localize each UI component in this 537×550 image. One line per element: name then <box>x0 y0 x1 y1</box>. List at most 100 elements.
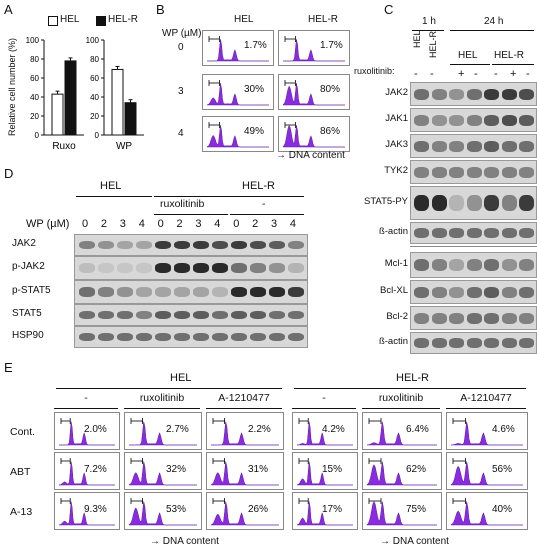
blot-band <box>414 228 429 238</box>
apoptosis-percent: 7.2% <box>84 464 107 475</box>
apoptosis-percent: 86% <box>320 126 341 137</box>
blot-band <box>136 263 152 273</box>
hdr-hel-24: HEL <box>458 50 478 61</box>
blot-band <box>136 287 152 297</box>
y-tick-label: 40 <box>30 93 39 102</box>
blot-band <box>519 140 534 152</box>
blot-band <box>117 263 133 273</box>
category-label: WP <box>116 141 132 152</box>
western-blot <box>410 82 537 106</box>
legend-hel: HEL <box>60 14 80 25</box>
col-header-hel: HEL <box>234 14 254 25</box>
flow-histogram <box>292 492 358 530</box>
western-blot <box>410 134 537 158</box>
blot-band <box>414 259 429 271</box>
flow-histogram <box>124 492 202 530</box>
blot-band <box>431 312 447 324</box>
dose-label: 2 <box>100 218 108 230</box>
blot-band <box>501 338 517 348</box>
blot-band <box>449 312 464 324</box>
blot-band <box>501 195 517 211</box>
blot-label: ß-actin <box>378 336 408 347</box>
western-blot <box>410 222 537 244</box>
blot-band <box>155 240 171 250</box>
blot-label: JAK1 <box>385 113 408 124</box>
legend-hel-swatch <box>48 16 58 26</box>
col-underline <box>292 408 356 409</box>
blot-band <box>519 195 534 211</box>
blot-band <box>519 228 534 238</box>
blot-band <box>484 228 499 238</box>
blot-band <box>269 240 285 250</box>
blot-label: ß-actin <box>378 226 408 237</box>
blot-band <box>288 287 304 297</box>
time-24h: 24 h <box>484 16 504 27</box>
blot-band <box>519 88 534 100</box>
blot-band <box>212 332 228 342</box>
blot-band <box>501 166 517 178</box>
bar-HEL-R-Ruxo <box>64 60 77 136</box>
blot-band <box>484 166 499 178</box>
blot-band <box>466 114 482 126</box>
dose-4: 4 <box>178 128 184 139</box>
rux-sign: - <box>494 68 498 80</box>
blot-band <box>174 287 190 297</box>
line-e-hel <box>56 388 282 389</box>
blot-band <box>136 332 152 342</box>
wp-label-d: WP (µM) <box>26 218 70 230</box>
apoptosis-percent: 75% <box>406 504 427 515</box>
row-label: Cont. <box>10 426 36 438</box>
western-blot <box>74 256 308 280</box>
apoptosis-percent: 15% <box>322 464 343 475</box>
line-helr-24 <box>492 64 534 65</box>
apoptosis-percent: 53% <box>166 504 187 515</box>
blot-band <box>250 332 266 342</box>
hdr-helr-24: HEL-R <box>494 50 525 61</box>
blot-band <box>449 338 464 348</box>
panel-label-e: E <box>4 360 13 375</box>
blot-label: JAK2 <box>385 87 408 98</box>
blot-band <box>231 240 247 250</box>
blot-band <box>501 114 517 126</box>
blot-band <box>414 166 429 178</box>
bar-chart-svg: 0 20 40 60 80 100 Ruxo 0 20 40 60 80 100 WP <box>26 36 144 152</box>
western-blot <box>410 186 537 220</box>
western-blot <box>74 304 308 326</box>
apoptosis-percent: 40% <box>492 504 513 515</box>
col-header: - <box>84 392 88 404</box>
blot-band <box>250 263 266 273</box>
line-e-helr <box>294 388 526 389</box>
blot-band <box>414 88 429 100</box>
blot-band <box>484 286 499 298</box>
blot-band <box>466 195 482 211</box>
blot-band <box>155 310 171 320</box>
dose-label: 3 <box>119 218 126 230</box>
apoptosis-percent: 4.6% <box>492 424 515 435</box>
blot-band <box>288 240 304 250</box>
blot-band <box>431 166 447 178</box>
blot-band <box>414 312 429 324</box>
blot-band <box>484 338 499 348</box>
dose-label: 2 <box>252 218 259 230</box>
blot-band <box>466 259 482 271</box>
apoptosis-percent: 6.4% <box>406 424 429 435</box>
rux-label: ruxolitinib: <box>354 66 395 76</box>
blot-label: JAK3 <box>385 139 408 150</box>
flow-histogram <box>124 412 202 450</box>
blot-band <box>212 310 228 320</box>
blot-band <box>79 287 95 297</box>
col-underline <box>362 408 440 409</box>
blot-band <box>98 287 114 297</box>
panel-a: HEL HEL-R Relative cell number (%) 0 20 40… <box>0 0 150 160</box>
blot-band <box>98 240 114 250</box>
blot-band <box>449 114 464 126</box>
dose-label: 4 <box>138 218 145 230</box>
western-blot <box>74 234 308 256</box>
blot-band <box>519 259 534 271</box>
y-tick-label: 60 <box>30 74 39 83</box>
blot-band <box>193 310 209 320</box>
flow-histogram <box>446 452 528 490</box>
line-24h <box>450 30 534 31</box>
western-blot <box>74 326 308 348</box>
